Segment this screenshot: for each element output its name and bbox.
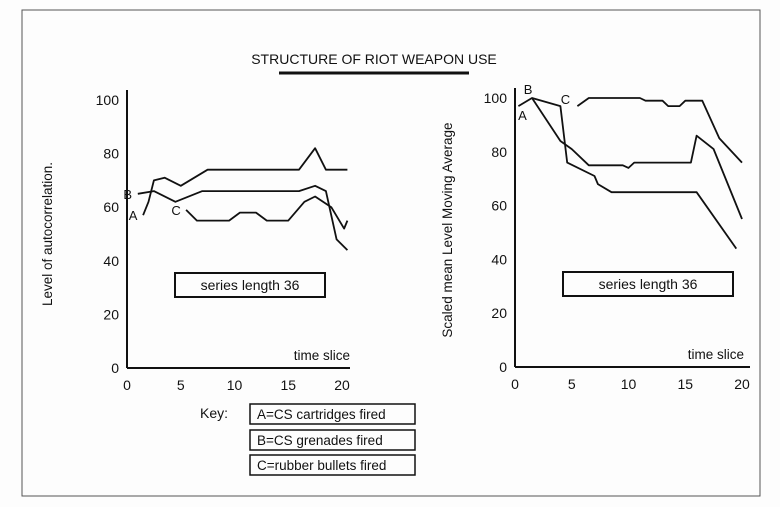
y-tick-label: 0 — [111, 360, 119, 376]
series-label-a: A — [129, 208, 138, 223]
y-axis-label: Scaled mean Level Moving Average — [440, 122, 455, 337]
key-entry-a: A=CS cartridges fired — [257, 407, 386, 422]
key-entry-c: C=rubber bullets fired — [257, 458, 386, 473]
annotation-box — [562, 271, 734, 297]
y-tick-label: 60 — [491, 198, 507, 214]
series-label-b: B — [123, 187, 132, 202]
y-tick-label: 40 — [491, 251, 507, 267]
series-line-b — [531, 97, 743, 220]
x-tick-label: 5 — [177, 377, 185, 393]
y-tick-label: 40 — [103, 253, 119, 269]
x-axis-label: time slice — [688, 347, 744, 362]
annotation-text: series length 36 — [599, 276, 698, 292]
x-tick-label: 20 — [734, 376, 750, 392]
x-tick-label: 20 — [334, 377, 350, 393]
y-tick-label: 80 — [103, 146, 119, 162]
x-tick-label: 5 — [568, 376, 576, 392]
annotation-box — [174, 272, 326, 298]
series-label-c: C — [171, 203, 180, 218]
key-entry: B=CS grenades fired — [249, 429, 416, 451]
series-line-a — [517, 97, 738, 250]
y-tick-label: 60 — [103, 199, 119, 215]
series-label-b: B — [524, 82, 533, 97]
y-tick-label: 20 — [103, 306, 119, 322]
y-axis-label: Level of autocorrelation. — [40, 162, 55, 306]
series-label-a: A — [518, 108, 527, 123]
x-axis-label: time slice — [294, 348, 350, 363]
x-tick-label: 10 — [227, 377, 243, 393]
key-label: Key: — [200, 405, 228, 421]
y-tick-label: 20 — [491, 305, 507, 321]
chart-panel-2: 0 20 40 60 80 100 0 5 10 15 20 time slice Scaled mea… — [440, 82, 750, 392]
series-line-c — [576, 97, 743, 164]
x-tick-label: 10 — [621, 376, 637, 392]
annotation-text: series length 36 — [201, 277, 300, 293]
key-entry: A=CS cartridges fired — [249, 403, 416, 425]
key-entry: C=rubber bullets fired — [249, 454, 416, 476]
x-tick-label: 0 — [123, 377, 131, 393]
y-tick-label: 100 — [96, 92, 120, 108]
chart-panel-1: 0 20 40 60 80 100 0 5 10 15 20 time slice Level of a… — [40, 90, 350, 393]
series-label-c: C — [561, 92, 570, 107]
chart-title: STRUCTURE OF RIOT WEAPON USE — [251, 51, 497, 67]
y-tick-label: 80 — [491, 144, 507, 160]
x-tick-label: 15 — [677, 376, 693, 392]
y-tick-label: 0 — [499, 359, 507, 375]
series-line-b — [137, 184, 349, 251]
figure-border — [21, 9, 761, 497]
y-tick-label: 100 — [484, 90, 508, 106]
key-entry-b: B=CS grenades fired — [257, 433, 383, 448]
x-tick-label: 0 — [511, 376, 519, 392]
series-line-c — [185, 195, 349, 230]
x-tick-label: 15 — [280, 377, 296, 393]
